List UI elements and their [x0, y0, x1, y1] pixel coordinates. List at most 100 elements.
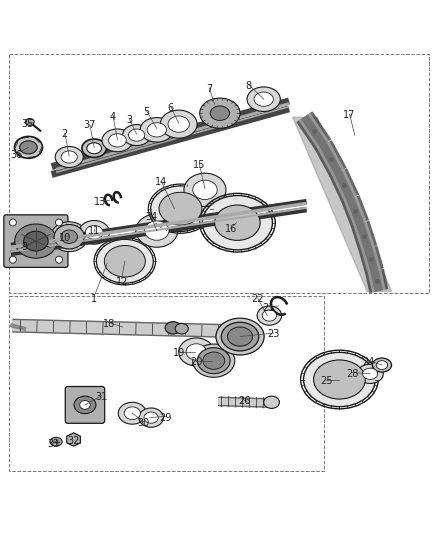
Text: 10: 10 — [59, 233, 71, 243]
Ellipse shape — [140, 118, 173, 142]
Ellipse shape — [215, 205, 260, 240]
Text: 18: 18 — [102, 319, 115, 329]
Text: 7: 7 — [206, 84, 212, 94]
FancyBboxPatch shape — [65, 386, 105, 423]
Ellipse shape — [124, 407, 141, 419]
FancyBboxPatch shape — [4, 215, 68, 268]
Ellipse shape — [184, 173, 226, 206]
Text: 21: 21 — [262, 303, 274, 313]
Text: 6: 6 — [168, 103, 174, 113]
Text: 15: 15 — [193, 160, 205, 170]
Ellipse shape — [80, 400, 90, 409]
Ellipse shape — [14, 136, 42, 158]
Ellipse shape — [160, 110, 197, 138]
Ellipse shape — [159, 192, 202, 225]
Ellipse shape — [221, 322, 259, 351]
Ellipse shape — [144, 412, 158, 423]
Text: 22: 22 — [251, 294, 264, 304]
Ellipse shape — [109, 134, 126, 147]
Circle shape — [56, 219, 63, 226]
Ellipse shape — [376, 361, 388, 369]
Ellipse shape — [193, 344, 235, 377]
Ellipse shape — [264, 396, 279, 408]
Ellipse shape — [118, 402, 146, 424]
Ellipse shape — [247, 87, 280, 111]
Ellipse shape — [128, 129, 145, 141]
Ellipse shape — [175, 324, 188, 334]
Ellipse shape — [147, 123, 166, 137]
Ellipse shape — [262, 310, 276, 321]
Circle shape — [9, 219, 16, 226]
Ellipse shape — [203, 352, 225, 369]
Ellipse shape — [210, 106, 230, 120]
Ellipse shape — [227, 327, 253, 346]
Ellipse shape — [165, 322, 181, 334]
Text: 29: 29 — [159, 413, 172, 423]
Ellipse shape — [198, 348, 230, 374]
Ellipse shape — [25, 118, 34, 125]
Text: 1: 1 — [91, 294, 97, 304]
Ellipse shape — [50, 437, 62, 446]
Text: 33: 33 — [47, 439, 60, 449]
Text: 28: 28 — [346, 369, 359, 379]
Ellipse shape — [82, 139, 106, 157]
Ellipse shape — [104, 246, 145, 277]
Ellipse shape — [85, 225, 103, 239]
Ellipse shape — [123, 125, 151, 146]
Text: 32: 32 — [67, 436, 80, 446]
Ellipse shape — [216, 318, 264, 355]
Ellipse shape — [363, 368, 378, 379]
Ellipse shape — [186, 344, 206, 360]
Ellipse shape — [257, 306, 282, 325]
Ellipse shape — [304, 352, 375, 407]
Text: 3: 3 — [126, 115, 132, 125]
Text: 17: 17 — [343, 110, 356, 120]
Text: 12: 12 — [116, 277, 128, 287]
Ellipse shape — [357, 364, 383, 383]
Text: 36: 36 — [11, 150, 23, 160]
Ellipse shape — [24, 231, 48, 251]
Ellipse shape — [87, 143, 102, 154]
Ellipse shape — [136, 214, 178, 247]
Text: 8: 8 — [246, 81, 252, 91]
Ellipse shape — [61, 230, 78, 244]
Ellipse shape — [96, 239, 153, 283]
Ellipse shape — [202, 196, 272, 250]
Ellipse shape — [102, 129, 133, 152]
Ellipse shape — [20, 141, 37, 154]
Text: 11: 11 — [88, 225, 100, 236]
Circle shape — [9, 256, 16, 263]
Text: 5: 5 — [144, 107, 150, 117]
Ellipse shape — [145, 221, 169, 240]
Text: 23: 23 — [268, 329, 280, 340]
Text: 34: 34 — [145, 213, 157, 222]
Ellipse shape — [74, 396, 96, 414]
Text: 24: 24 — [363, 357, 375, 367]
Text: 9: 9 — [21, 242, 27, 252]
Text: 30: 30 — [138, 418, 150, 429]
Ellipse shape — [151, 186, 210, 231]
Ellipse shape — [372, 358, 392, 372]
Ellipse shape — [79, 221, 110, 244]
Ellipse shape — [179, 338, 214, 366]
Ellipse shape — [193, 180, 217, 199]
Ellipse shape — [200, 98, 240, 128]
Polygon shape — [67, 433, 81, 446]
Ellipse shape — [15, 224, 57, 258]
Text: 14: 14 — [155, 177, 167, 188]
Ellipse shape — [254, 92, 273, 106]
Text: 25: 25 — [320, 376, 332, 386]
Text: 19: 19 — [173, 348, 185, 358]
Text: 13: 13 — [94, 197, 106, 207]
Ellipse shape — [61, 151, 78, 163]
Ellipse shape — [54, 224, 84, 249]
Text: 2: 2 — [62, 129, 68, 139]
Ellipse shape — [51, 222, 88, 252]
Text: 35: 35 — [21, 119, 33, 129]
Text: 4: 4 — [110, 112, 116, 122]
Ellipse shape — [55, 147, 83, 167]
Ellipse shape — [314, 360, 365, 399]
Ellipse shape — [168, 116, 189, 132]
Text: 31: 31 — [95, 392, 108, 402]
Ellipse shape — [139, 408, 163, 427]
